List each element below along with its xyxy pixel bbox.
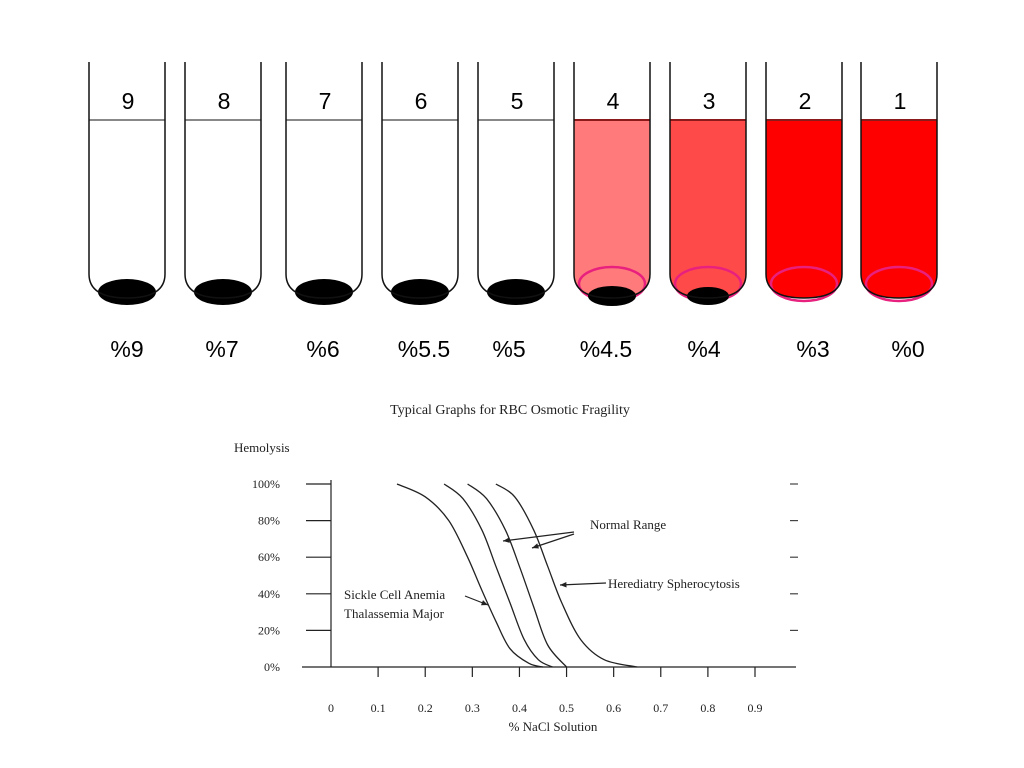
rbc-pellet	[194, 279, 252, 305]
tube-outline	[669, 62, 747, 299]
series-line-1	[396, 483, 544, 668]
arrow-hereditary-head	[560, 581, 567, 588]
x-axis-label: % NaCl Solution	[509, 719, 598, 734]
x-tick-label: 0.1	[371, 701, 386, 715]
arrow-normal-range-1	[502, 531, 575, 542]
tube-outline	[88, 62, 166, 299]
y-tick-label: 100%	[252, 477, 280, 491]
chart-annotations: Normal Range Herediatry Spherocytosis Si…	[344, 517, 740, 621]
tube-concentration-label: %3	[796, 336, 830, 362]
tube-concentration-label: %9	[110, 336, 144, 362]
series-line-2	[443, 483, 553, 668]
tube-number-label: 4	[606, 88, 620, 114]
x-tick-label: 0.7	[653, 701, 668, 715]
x-tick-label: 0.5	[559, 701, 574, 715]
tube-ring	[769, 265, 839, 303]
y-tick-label: 60%	[258, 550, 280, 564]
chart-axes	[302, 480, 796, 668]
tube-concentration-label: %5.5	[397, 336, 451, 362]
chart-ticks: 0 0.1 0.2 0.3 0.4 0.5 0.6 0.7 0.8 0.9 0% 20% 40% 60% 8…	[252, 477, 798, 715]
annotation-hereditary-spherocytosis: Herediatry Spherocytosis	[608, 576, 740, 591]
y-tick-label: 20%	[258, 623, 280, 637]
tube-concentration-label: %5	[492, 336, 526, 362]
rbc-pellet	[98, 279, 156, 305]
y-tick-label: 40%	[258, 587, 280, 601]
tube-liquid	[574, 120, 650, 298]
osmotic-fragility-chart: Typical Graphs for RBC Osmotic Fragility…	[234, 403, 798, 734]
tube-outline	[184, 62, 262, 299]
tube-outline	[381, 62, 459, 299]
y-tick-label: 80%	[258, 514, 280, 528]
chart-title: Typical Graphs for RBC Osmotic Fragility	[390, 403, 630, 418]
tube-number-label: 9	[121, 88, 135, 114]
x-tick-label: 0.2	[418, 701, 433, 715]
tube-number-label: 7	[318, 88, 332, 114]
tube-liquid	[670, 120, 746, 298]
test-tube-7	[285, 62, 364, 310]
arrow-normal-range-2	[531, 533, 575, 549]
rbc-pellet	[295, 279, 353, 305]
arrow-hereditary	[559, 582, 607, 586]
x-tick-label: 0.6	[606, 701, 621, 715]
rbc-pellet	[391, 279, 449, 305]
tube-ring	[864, 265, 934, 303]
arrow-normal-range-2-head	[532, 543, 539, 549]
x-tick-label: 0.8	[700, 701, 715, 715]
rbc-pellet	[588, 286, 636, 306]
tube-number-label: 2	[798, 88, 812, 114]
test-tube-4	[573, 62, 652, 310]
tube-outline	[285, 62, 363, 299]
test-tube-6	[381, 62, 460, 310]
tube-number-label: 6	[414, 88, 428, 114]
tube-outline	[573, 62, 651, 299]
tube-concentration-label: %7	[205, 336, 239, 362]
tube-number-label: 1	[893, 88, 907, 114]
y-tick-label: 0%	[264, 660, 280, 674]
tube-liquid	[766, 120, 842, 298]
x-tick-label: 0.4	[512, 701, 527, 715]
annotation-thalassemia-major: Thalassemia Major	[344, 606, 445, 621]
test-tube-2	[765, 62, 844, 310]
tube-concentration-label: %6	[306, 336, 340, 362]
rbc-pellet	[487, 279, 545, 305]
tube-number-label: 5	[510, 88, 524, 114]
test-tube-1	[860, 62, 939, 310]
annotation-normal-range: Normal Range	[590, 517, 666, 532]
chart-series	[396, 483, 638, 668]
x-tick-label: 0	[328, 701, 334, 715]
test-tube-5	[477, 62, 556, 310]
series-line-3	[467, 483, 568, 668]
tube-number-label: 3	[702, 88, 716, 114]
tube-outline	[860, 62, 938, 299]
test-tube-rack: 9 %9 8 %7 7 %6 6 %5.5 5 %5 4 %4.5 3 %4 2 %3 1 %0	[0, 0, 1024, 380]
arrow-sickle-thalassemia-head	[481, 600, 488, 606]
arrow-normal-range-1-head	[503, 537, 510, 543]
annotation-sickle-cell-anemia: Sickle Cell Anemia	[344, 587, 445, 602]
x-tick-label: 0.3	[465, 701, 480, 715]
test-tube-3	[669, 62, 748, 310]
tube-liquid	[861, 120, 937, 298]
tube-concentration-label: %0	[891, 336, 925, 362]
y-axis-label: Hemolysis	[234, 440, 290, 455]
tube-number-label: 8	[217, 88, 231, 114]
tube-concentration-label: %4	[687, 336, 721, 362]
tube-outline	[765, 62, 843, 299]
series-line-4	[495, 483, 638, 668]
x-tick-label: 0.9	[748, 701, 763, 715]
tube-concentration-label: %4.5	[579, 336, 633, 362]
tube-outline	[477, 62, 555, 299]
rbc-pellet	[687, 287, 729, 305]
test-tube-9	[88, 62, 167, 310]
test-tube-8	[184, 62, 263, 310]
